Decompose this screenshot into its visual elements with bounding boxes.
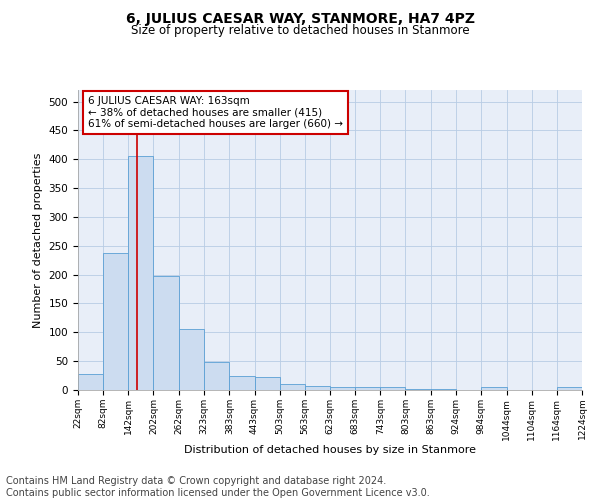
- Bar: [229, 376, 254, 390]
- Bar: [103, 254, 128, 390]
- Y-axis label: Number of detached properties: Number of detached properties: [33, 152, 43, 328]
- Bar: [204, 362, 229, 390]
- Bar: [330, 387, 355, 390]
- Text: 6 JULIUS CAESAR WAY: 163sqm
← 38% of detached houses are smaller (415)
61% of se: 6 JULIUS CAESAR WAY: 163sqm ← 38% of det…: [88, 96, 343, 129]
- Bar: [78, 374, 103, 390]
- Bar: [128, 156, 154, 390]
- Text: Contains HM Land Registry data © Crown copyright and database right 2024.
Contai: Contains HM Land Registry data © Crown c…: [6, 476, 430, 498]
- Bar: [254, 376, 280, 390]
- Bar: [305, 386, 330, 390]
- Bar: [280, 384, 305, 390]
- Bar: [406, 389, 431, 390]
- Text: 6, JULIUS CAESAR WAY, STANMORE, HA7 4PZ: 6, JULIUS CAESAR WAY, STANMORE, HA7 4PZ: [125, 12, 475, 26]
- Bar: [481, 387, 506, 390]
- Bar: [154, 276, 179, 390]
- Text: Size of property relative to detached houses in Stanmore: Size of property relative to detached ho…: [131, 24, 469, 37]
- Bar: [380, 387, 406, 390]
- Bar: [355, 387, 380, 390]
- Bar: [179, 330, 204, 390]
- Bar: [557, 387, 582, 390]
- X-axis label: Distribution of detached houses by size in Stanmore: Distribution of detached houses by size …: [184, 445, 476, 455]
